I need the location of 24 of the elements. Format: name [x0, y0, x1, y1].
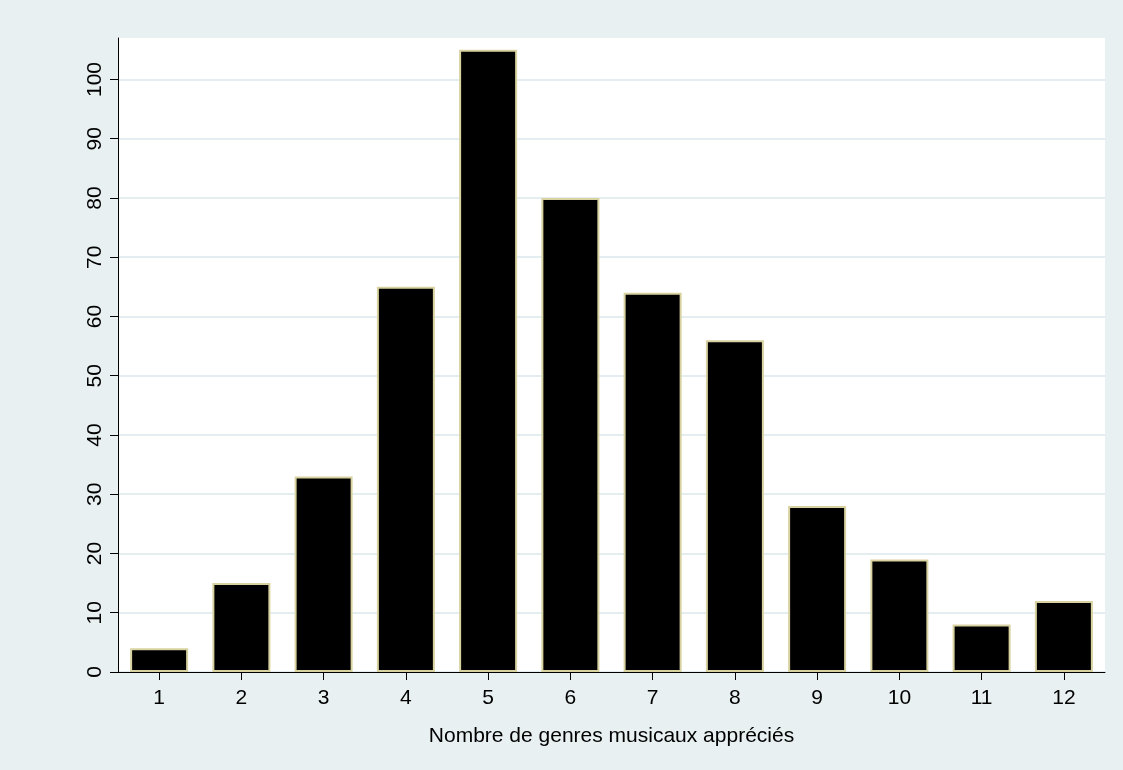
x-tick-label: 6	[564, 685, 577, 708]
y-tick-label: 0	[82, 666, 105, 678]
x-tick-label: 11	[970, 685, 993, 708]
x-tick-label: 2	[235, 685, 248, 708]
y-tick-label: 100	[82, 61, 105, 97]
x-tick-label: 8	[729, 685, 741, 708]
x-tick-label: 3	[317, 685, 330, 708]
y-tick-label: 30	[82, 482, 105, 506]
y-tick-label: 50	[82, 364, 105, 388]
x-tick-label: 1	[153, 685, 165, 708]
x-tick-label: 9	[811, 685, 823, 708]
x-tick-label: 5	[482, 685, 494, 708]
y-tick-label: 20	[82, 541, 105, 566]
x-tick-label: 7	[646, 685, 659, 708]
x-axis-title: Nombre de genres musicaux appréciés	[428, 723, 795, 746]
x-tick-label: 10	[887, 685, 912, 708]
y-tick-label: 70	[82, 245, 105, 269]
y-tick-label: 90	[82, 127, 105, 151]
x-tick-label: 12	[1052, 685, 1076, 708]
y-tick-label: 40	[82, 423, 105, 447]
y-tick-label: 60	[82, 304, 105, 329]
y-tick-label: 80	[82, 186, 105, 210]
x-tick-label: 4	[400, 685, 413, 708]
y-tick-label: 10	[82, 601, 105, 625]
